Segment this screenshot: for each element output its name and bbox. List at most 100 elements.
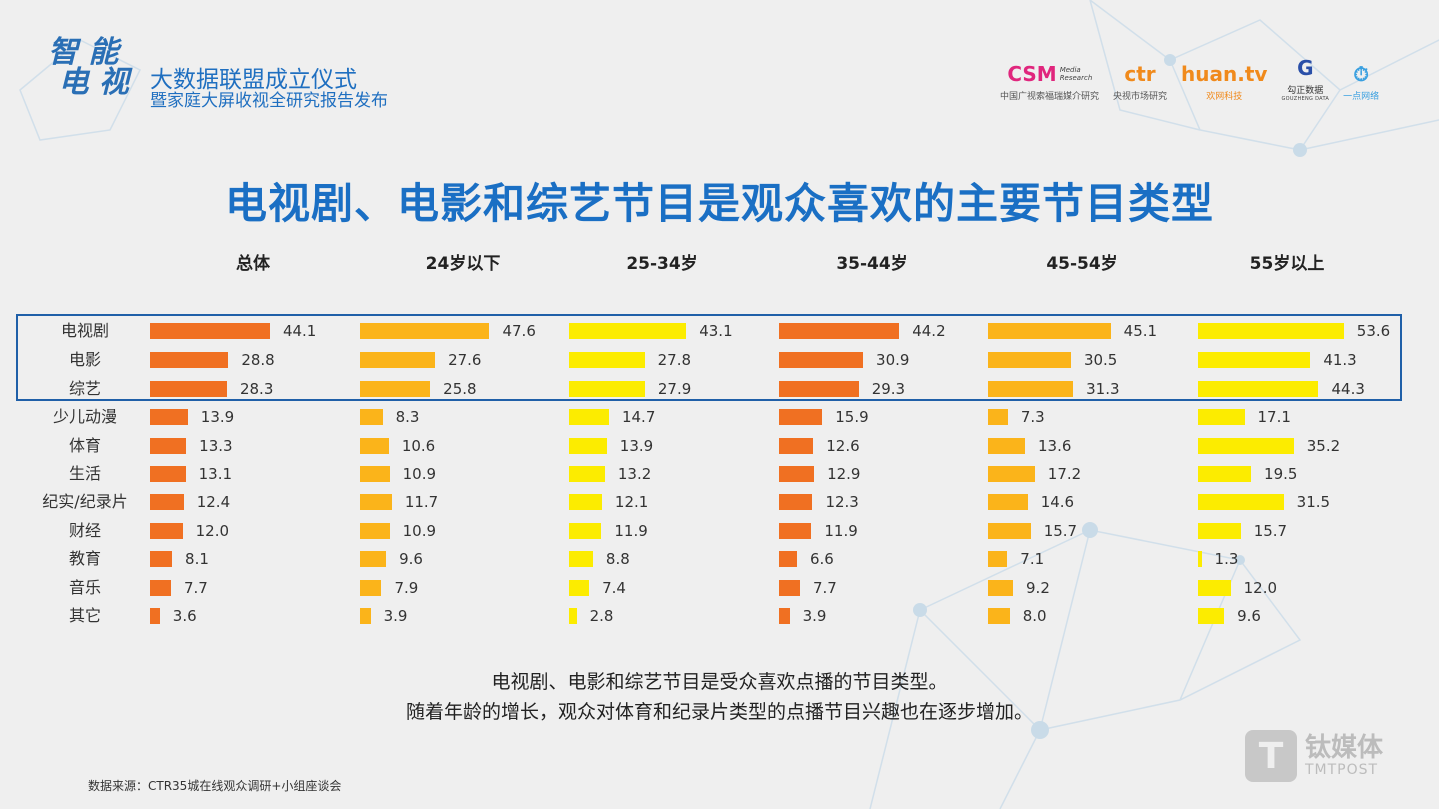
partner-mark: ⏱ [1353, 62, 1369, 86]
value-label: 13.1 [198, 465, 233, 483]
value-label: 11.9 [824, 522, 858, 540]
partner-logo: ⏱ 一点网络 [1343, 61, 1379, 102]
bar [988, 409, 1008, 425]
bar [569, 438, 607, 454]
value-label: 14.7 [621, 408, 656, 426]
bar [779, 494, 813, 510]
value-label: 12.6 [826, 437, 860, 455]
partner-sub: GOUZHENG DATA [1281, 96, 1330, 102]
bar [988, 523, 1031, 539]
bar [1198, 352, 1311, 368]
bar [360, 381, 431, 397]
partner-mark-row: ctr [1124, 61, 1155, 87]
partner-mark-row: ⏱ [1353, 61, 1369, 87]
partner-name: 一点网络 [1343, 92, 1380, 102]
value-label: 9.6 [1237, 607, 1261, 625]
bar [988, 551, 1008, 567]
bar [988, 323, 1111, 339]
value-label: 13.9 [619, 437, 654, 455]
bar [1198, 608, 1225, 624]
value-label: 15.9 [835, 408, 869, 426]
value-label: 7.3 [1020, 408, 1045, 426]
category-label: 财经 [68, 521, 101, 540]
bar [779, 381, 859, 397]
panel-header: 25-34岁 [626, 254, 698, 274]
value-label: 13.3 [199, 437, 233, 455]
event-title-line2: 暨家庭大屏收视全研究报告发布 [150, 91, 388, 111]
value-label: 12.0 [1243, 579, 1278, 597]
value-label: 27.6 [448, 351, 482, 369]
value-label: 31.5 [1296, 493, 1331, 511]
value-label: 10.9 [402, 465, 437, 483]
bar [988, 352, 1071, 368]
bar [779, 523, 812, 539]
bar [150, 494, 184, 510]
bar [360, 438, 389, 454]
partner-name: 欢网科技 [1206, 92, 1243, 102]
bar [360, 494, 392, 510]
panel-header: 35-44岁 [836, 254, 908, 274]
partner-sub: Media Research [1059, 66, 1093, 82]
bar [360, 352, 436, 368]
partner-name: 中国广视索福瑞媒介研究 [1000, 92, 1100, 102]
bar [1198, 466, 1252, 482]
bar [360, 580, 382, 596]
smart-tv-logo: 智 能 电 视 [48, 35, 129, 100]
value-label: 11.9 [614, 522, 648, 540]
value-label: 27.8 [657, 351, 692, 369]
bar [569, 352, 645, 368]
partner-logo: G 勾正数据 GOUZHENG DATA [1281, 55, 1329, 102]
bar [569, 323, 687, 339]
value-label: 7.7 [812, 579, 837, 597]
value-label: 7.4 [602, 579, 626, 597]
category-label: 音乐 [68, 578, 101, 597]
bar [150, 466, 186, 482]
tmtpost-watermark: T 钛媒体 TMTPOST [1245, 730, 1383, 782]
bar [150, 438, 187, 454]
value-label: 30.5 [1083, 351, 1118, 369]
value-label: 35.2 [1306, 437, 1341, 455]
value-label: 3.9 [383, 607, 408, 625]
value-label: 47.6 [502, 322, 536, 340]
bar [150, 608, 160, 624]
value-label: 2.8 [589, 607, 614, 625]
highlight-box [16, 314, 1402, 401]
bar [150, 381, 227, 397]
value-label: 13.9 [200, 408, 235, 426]
category-label: 体育 [68, 436, 101, 455]
partner-name: 央视市场研究 [1113, 92, 1168, 102]
bar [1198, 551, 1202, 567]
bar [360, 409, 383, 425]
bar [150, 523, 183, 539]
value-label: 13.6 [1037, 437, 1072, 455]
value-label: 12.4 [196, 493, 231, 511]
category-label: 综艺 [68, 379, 101, 398]
category-label: 电视剧 [60, 321, 109, 340]
bar [1198, 438, 1294, 454]
value-label: 10.6 [401, 437, 436, 455]
value-label: 6.6 [809, 550, 834, 568]
bar [360, 551, 387, 567]
bar [988, 494, 1028, 510]
partner-mark-row: huan.tv [1181, 61, 1267, 87]
partner-logos: CSM Media Research 中国广视索福瑞媒介研究 ctr 央视市场研究 hua… [1000, 55, 1379, 102]
partner-logo: huan.tv 欢网科技 [1181, 61, 1267, 102]
category-label: 生活 [68, 464, 101, 483]
category-label: 其它 [68, 606, 101, 625]
value-label: 43.1 [699, 322, 733, 340]
panel-header: 45-54岁 [1046, 254, 1118, 274]
value-label: 7.1 [1020, 550, 1045, 568]
bar [569, 523, 602, 539]
watermark-en: TMTPOST [1305, 762, 1379, 778]
bar [988, 438, 1025, 454]
bar [779, 608, 790, 624]
value-label: 12.0 [195, 522, 230, 540]
value-label: 9.2 [1026, 579, 1050, 597]
value-label: 12.9 [827, 465, 861, 483]
partner-mark: CSM [1007, 62, 1057, 86]
partner-name: 勾正数据 [1287, 86, 1324, 96]
value-label: 29.3 [871, 380, 906, 398]
value-label: 7.9 [394, 579, 419, 597]
bar [988, 580, 1014, 596]
partner-mark: huan.tv [1181, 62, 1268, 86]
